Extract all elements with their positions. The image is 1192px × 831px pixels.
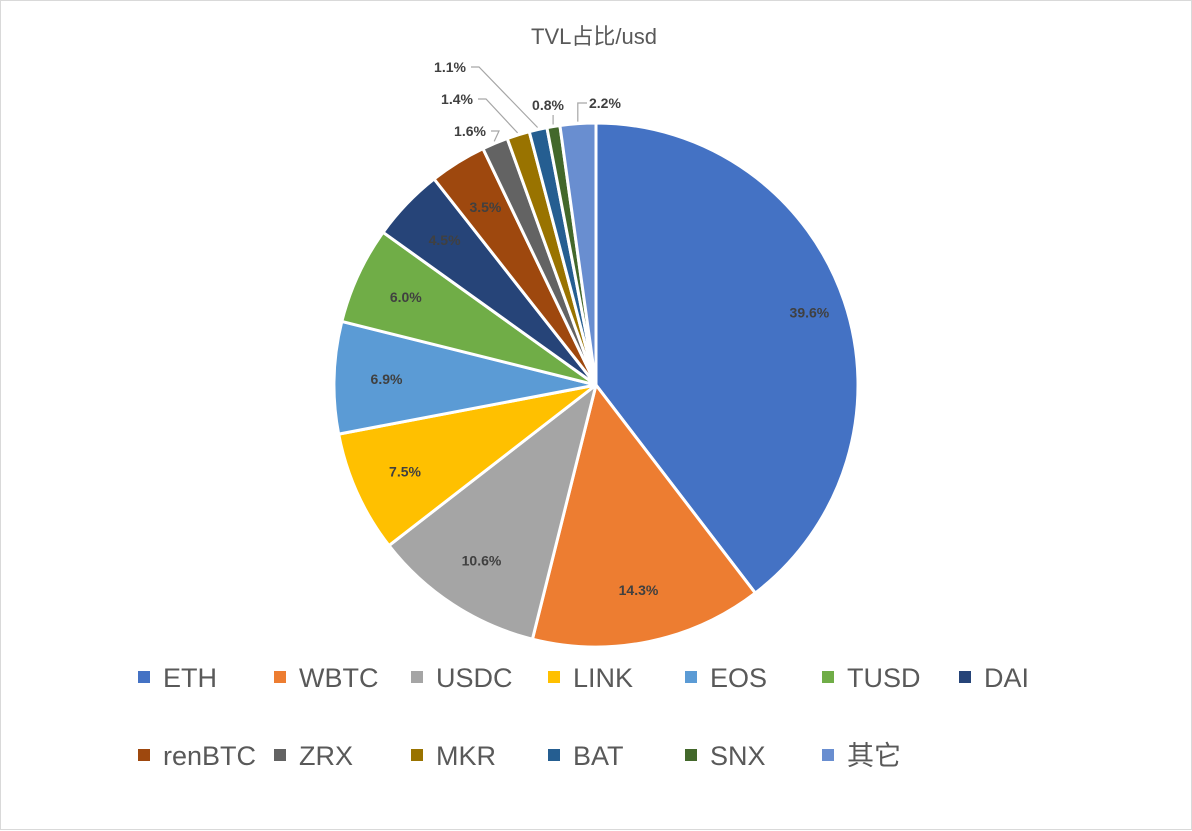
legend-swatch-dai	[959, 671, 971, 683]
legend-label-link: LINK	[573, 663, 633, 693]
pie-slice-eth	[594, 121, 860, 595]
data-label-dai: 4.5%	[429, 232, 461, 248]
legend-label-wbtc: WBTC	[299, 663, 378, 693]
data-label-renbtc: 3.5%	[469, 199, 501, 215]
legend-swatch-wbtc	[274, 671, 286, 683]
legend-swatch-renbtc	[138, 749, 150, 761]
legend-swatch-snx	[685, 749, 697, 761]
legend-swatch-link	[548, 671, 560, 683]
data-label-eth: 39.6%	[790, 305, 830, 321]
data-label-snx: 0.8%	[532, 97, 564, 113]
leader-line-zrx	[491, 130, 500, 142]
data-label-item-12: 2.2%	[589, 95, 621, 111]
data-label-eos: 6.9%	[371, 371, 403, 387]
legend-swatch-eth	[138, 671, 150, 683]
legend-label-usdc: USDC	[436, 663, 513, 693]
leader-line-bat	[471, 66, 539, 128]
pie-slice-item-12	[558, 121, 598, 387]
legend-label-eth: ETH	[163, 663, 217, 693]
data-label-zrx: 1.6%	[454, 123, 486, 139]
legend-label-zrx: ZRX	[299, 741, 353, 771]
legend-swatch-tusd	[822, 671, 834, 683]
legend-label-bat: BAT	[573, 741, 624, 771]
legend: ETH WBTC USDC LINK EOS TUSD DAI renBTC ZRX MKR BAT…	[138, 663, 1029, 771]
chart-title: TVL占比/usd	[531, 24, 657, 49]
leader-line-mkr	[478, 98, 519, 134]
pie-slices	[332, 121, 860, 649]
data-label-usdc: 10.6%	[462, 553, 502, 569]
legend-swatch-zrx	[274, 749, 286, 761]
pie-slice-link	[337, 383, 598, 548]
legend-label-eos: EOS	[710, 663, 767, 693]
legend-swatch-usdc	[411, 671, 423, 683]
legend-label-snx: SNX	[710, 741, 766, 771]
data-label-mkr: 1.4%	[441, 91, 473, 107]
legend-label-renbtc: renBTC	[163, 741, 256, 771]
legend-label-dai: DAI	[984, 663, 1029, 693]
pie-slice-wbtc	[530, 383, 757, 649]
legend-label-item-12: 其它	[847, 741, 901, 771]
data-labels: 39.6% 14.3% 10.6% 7.5% 6.9% 6.0% 4.5% 3.5% 1.6% 1…	[371, 59, 830, 598]
legend-swatch-item-12	[822, 749, 834, 761]
legend-swatch-eos	[685, 671, 697, 683]
legend-swatch-bat	[548, 749, 560, 761]
leader-lines	[471, 66, 587, 142]
legend-label-tusd: TUSD	[847, 663, 921, 693]
legend-swatch-mkr	[411, 749, 423, 761]
data-label-tusd: 6.0%	[390, 289, 422, 305]
data-label-wbtc: 14.3%	[619, 582, 659, 598]
data-label-link: 7.5%	[389, 463, 421, 479]
leader-line-item-12	[577, 102, 587, 122]
legend-label-mkr: MKR	[436, 741, 496, 771]
pie-slice-eos	[332, 319, 598, 436]
data-label-bat: 1.1%	[434, 59, 466, 75]
pie-slice-usdc	[387, 383, 598, 641]
